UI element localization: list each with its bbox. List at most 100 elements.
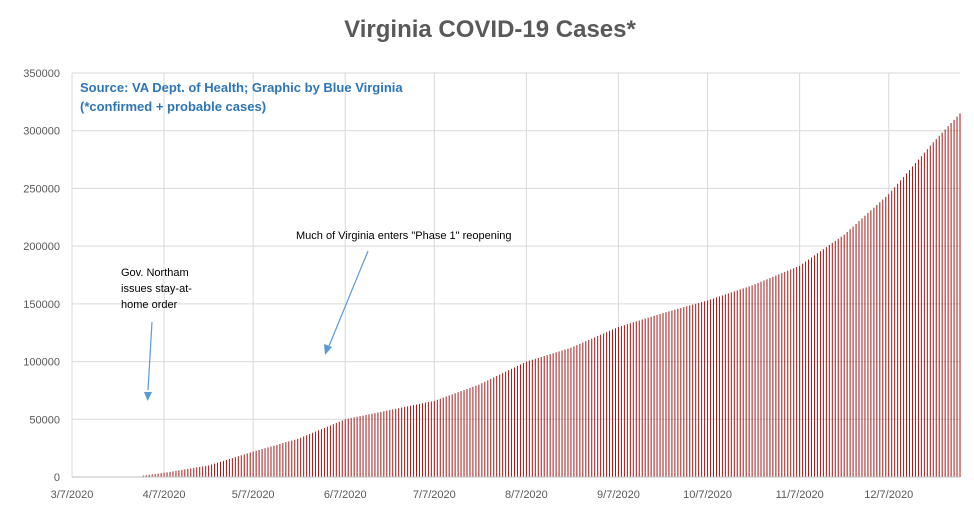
bar <box>404 406 406 477</box>
bar <box>341 420 343 477</box>
bar <box>255 450 257 477</box>
bar <box>540 356 542 477</box>
bar <box>410 405 412 477</box>
bar <box>653 315 655 477</box>
bar <box>579 343 581 477</box>
bar <box>228 458 230 477</box>
bar <box>867 213 869 477</box>
bar <box>392 409 394 477</box>
bar <box>231 458 233 477</box>
bar <box>555 352 557 477</box>
bar <box>606 332 608 477</box>
bar <box>885 196 887 478</box>
bar <box>439 398 441 477</box>
bar <box>689 305 691 477</box>
bar <box>142 475 144 477</box>
bar <box>493 377 495 477</box>
bar <box>196 467 198 477</box>
x-tick-label: 8/7/2020 <box>505 489 548 501</box>
bar <box>582 342 584 477</box>
bar <box>727 293 729 477</box>
bar <box>894 187 896 477</box>
bar <box>576 345 578 477</box>
bar <box>870 210 872 478</box>
bar <box>698 302 700 477</box>
bar <box>796 266 798 477</box>
bar <box>763 280 765 477</box>
annotation-stay-at-home-line-1: Gov. Northam <box>121 267 189 279</box>
bar <box>344 419 346 477</box>
bar <box>193 467 195 477</box>
bar <box>635 321 637 477</box>
bar <box>911 166 913 478</box>
bar <box>368 414 370 477</box>
bar <box>861 218 863 477</box>
bar <box>291 440 293 477</box>
bar <box>597 336 599 477</box>
bar <box>522 363 524 477</box>
bar <box>917 159 919 478</box>
bar <box>588 339 590 477</box>
bar <box>424 402 426 477</box>
bar <box>790 269 792 477</box>
bar <box>751 285 753 477</box>
bar <box>252 451 254 477</box>
bar <box>199 466 201 477</box>
bar <box>329 425 331 477</box>
x-tick-label: 5/7/2020 <box>232 489 275 501</box>
bar <box>612 329 614 477</box>
bar <box>537 357 539 477</box>
bar <box>656 314 658 477</box>
bar <box>769 278 771 477</box>
bar <box>285 442 287 477</box>
bar <box>603 333 605 477</box>
y-tick-label: 150000 <box>23 299 60 311</box>
bar <box>300 437 302 477</box>
bar <box>692 304 694 477</box>
bar <box>695 303 697 477</box>
bar <box>184 469 186 477</box>
bar <box>514 367 516 477</box>
bar <box>858 221 860 477</box>
bar <box>211 464 213 477</box>
x-tick-label: 4/7/2020 <box>143 489 186 501</box>
bar <box>745 287 747 477</box>
bar <box>416 404 418 477</box>
bar <box>855 223 857 477</box>
bar <box>629 323 631 477</box>
y-tick-label: 350000 <box>23 68 60 80</box>
bar <box>270 446 272 477</box>
bar <box>297 438 299 477</box>
bar <box>154 474 156 477</box>
bar <box>837 238 839 477</box>
chart-subtitle-note: (*confirmed + probable cases) <box>80 99 266 114</box>
bar <box>906 173 908 477</box>
bar <box>876 204 878 477</box>
bar <box>338 421 340 477</box>
bar <box>828 244 830 477</box>
bar <box>704 301 706 477</box>
bars <box>142 113 961 478</box>
bar <box>674 309 676 477</box>
bar <box>282 443 284 477</box>
bar <box>543 356 545 477</box>
bar <box>490 378 492 477</box>
bar <box>677 308 679 477</box>
bar <box>573 346 575 477</box>
y-tick-label: 250000 <box>23 183 60 195</box>
bar <box>166 472 168 477</box>
bar <box>261 449 263 477</box>
bar <box>508 370 510 477</box>
x-tick-label: 6/7/2020 <box>324 489 367 501</box>
bar <box>371 413 373 477</box>
bar <box>591 338 593 477</box>
bar <box>190 468 192 477</box>
bar <box>457 392 459 477</box>
bar <box>487 380 489 477</box>
bar <box>217 462 219 477</box>
chart-subtitle-source: Source: VA Dept. of Health; Graphic by B… <box>80 80 403 95</box>
bar <box>721 295 723 477</box>
bar <box>225 459 227 477</box>
